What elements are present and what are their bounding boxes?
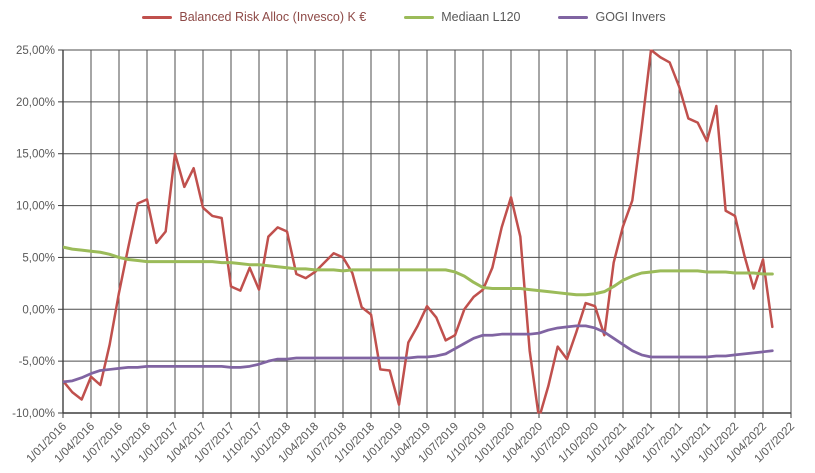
legend-line-swatch-purple [558, 15, 589, 19]
y-axis-label: 5,00% [22, 252, 55, 264]
series-line-mediaan-l120 [63, 245, 774, 297]
y-axis-label: 20,00% [16, 97, 55, 109]
chart-legend: Balanced Risk Alloc (Invesco) K € Mediaa… [40, 10, 768, 24]
series-line-balanced-risk-alloc [63, 49, 774, 414]
legend-line-swatch-red [142, 15, 173, 19]
legend-item-mediaan-l120: Mediaan L120 [404, 10, 520, 24]
y-axis-label: 15,00% [16, 149, 55, 161]
legend-item-gogi-invers: GOGI Invers [558, 10, 666, 24]
series-line-gogi-invers [63, 324, 774, 384]
legend-line-swatch-green [404, 15, 435, 19]
y-axis-label: 10,00% [16, 201, 55, 213]
y-axis-label: -10,00% [12, 408, 55, 420]
legend-label: Mediaan L120 [441, 10, 521, 24]
legend-item-balanced-risk-alloc: Balanced Risk Alloc (Invesco) K € [142, 10, 366, 24]
legend-label: Balanced Risk Alloc (Invesco) K € [179, 10, 367, 24]
legend-label: GOGI Invers [595, 10, 666, 24]
y-axis-label: 0,00% [22, 304, 55, 316]
y-axis-label: 25,00% [16, 45, 55, 57]
y-axis-label: -5,00% [19, 356, 55, 368]
